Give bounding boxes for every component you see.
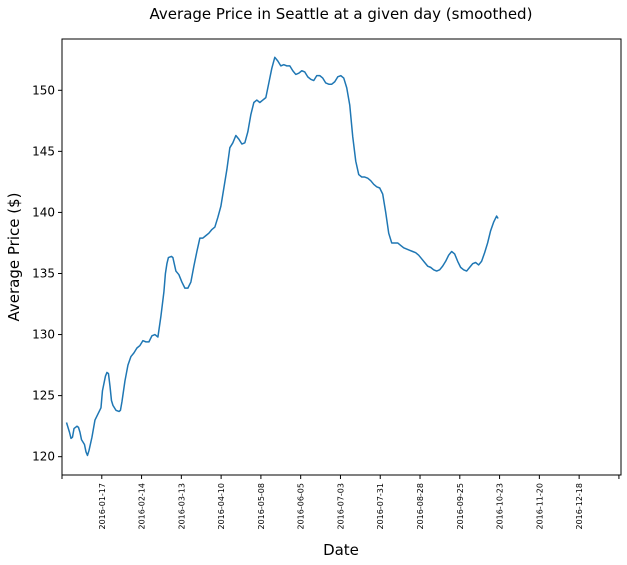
x-tick-label: 2016-11-20 bbox=[535, 483, 544, 530]
x-axis-label: Date bbox=[323, 541, 359, 559]
x-tick-label: 2016-08-28 bbox=[416, 483, 425, 530]
x-tick-label: 2016-07-03 bbox=[336, 483, 345, 530]
y-tick-label: 135 bbox=[32, 266, 55, 280]
x-tick-label: 2016-06-05 bbox=[297, 483, 306, 530]
x-tick-label: 2016-07-31 bbox=[376, 483, 385, 530]
y-axis: 120 125 130 135 140 145 150 bbox=[32, 83, 62, 464]
x-tick-label: 2016-10-23 bbox=[496, 483, 505, 530]
y-tick-label: 140 bbox=[32, 205, 55, 219]
y-tick-label: 130 bbox=[32, 328, 55, 342]
x-tick-label: 2016-03-13 bbox=[177, 483, 186, 530]
x-axis: 2016-01-17 2016-02-14 2016-03-13 2016-04-10… bbox=[61, 475, 620, 530]
x-tick-label: 2016-02-14 bbox=[138, 483, 147, 530]
plot-area-frame bbox=[61, 38, 622, 476]
x-tick-label: 2016-01-17 bbox=[98, 483, 107, 530]
y-tick-label: 150 bbox=[32, 83, 55, 97]
y-tick-label: 120 bbox=[32, 450, 55, 464]
chart-title: Average Price in Seattle at a given day … bbox=[150, 5, 533, 23]
series-line-average-price bbox=[65, 56, 499, 457]
x-tick-label: 2016-04-10 bbox=[217, 483, 226, 530]
y-tick-label: 145 bbox=[32, 144, 55, 158]
x-tick-label: 2016-12-18 bbox=[575, 483, 584, 530]
y-tick-label: 125 bbox=[32, 389, 55, 403]
y-axis-label: Average Price ($) bbox=[5, 193, 23, 322]
x-tick-label: 2016-09-25 bbox=[456, 483, 465, 530]
x-tick-label: 2016-05-08 bbox=[257, 483, 266, 530]
